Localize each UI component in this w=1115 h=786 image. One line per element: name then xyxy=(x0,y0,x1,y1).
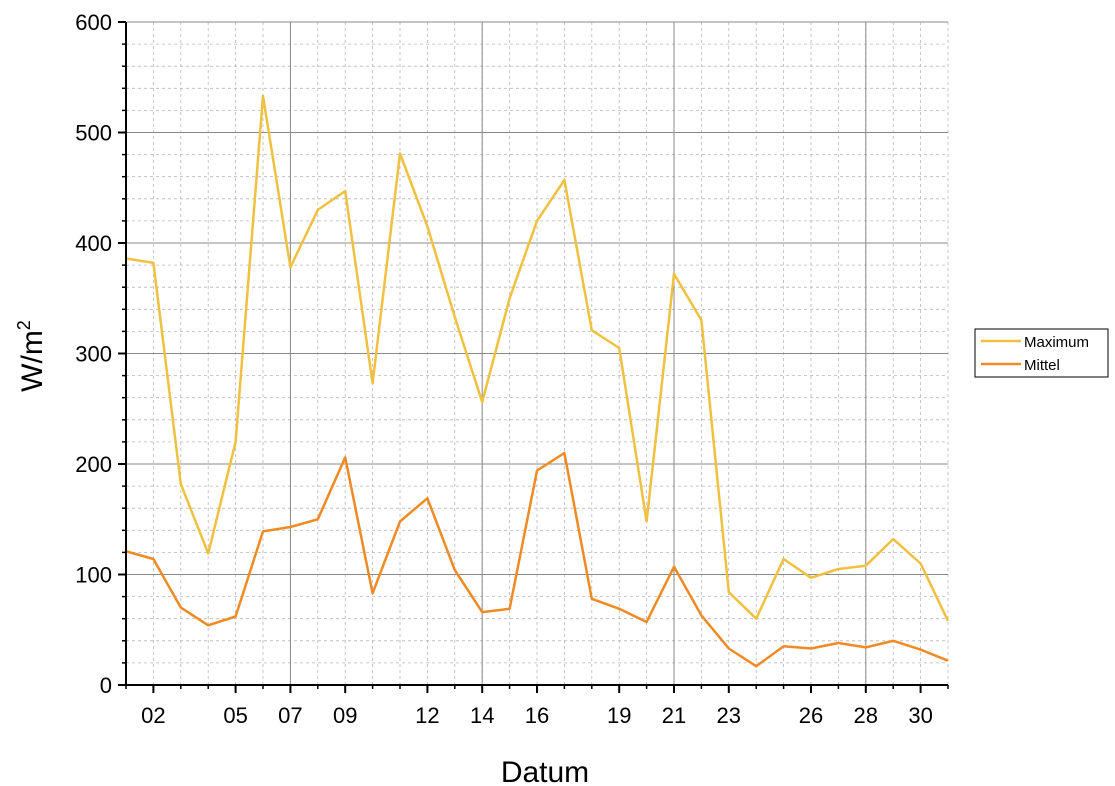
legend-label-mittel: Mittel xyxy=(1024,357,1060,374)
x-tick-label: 02 xyxy=(141,703,165,728)
x-tick-label: 05 xyxy=(223,703,247,728)
x-tick-label: 26 xyxy=(799,703,823,728)
y-axis-title: W/m2 xyxy=(14,320,49,392)
y-tick-label: 300 xyxy=(75,342,112,367)
y-tick-label: 100 xyxy=(75,563,112,588)
x-tick-label: 12 xyxy=(415,703,439,728)
x-tick-label: 14 xyxy=(470,703,494,728)
x-tick-label: 09 xyxy=(333,703,357,728)
y-axis-title-superscript: 2 xyxy=(14,320,34,330)
axes xyxy=(118,21,949,693)
legend-label-maximum: Maximum xyxy=(1024,334,1089,351)
y-tick-label: 500 xyxy=(75,121,112,146)
x-tick-label: 28 xyxy=(854,703,878,728)
x-tick-label: 16 xyxy=(525,703,549,728)
x-tick-label: 23 xyxy=(717,703,741,728)
x-tick-label: 07 xyxy=(278,703,302,728)
x-tick-label: 21 xyxy=(662,703,686,728)
tick-labels: 0 100 200 300 400 500 600 02 05 07 09 12 14 16 19 21 23 2… xyxy=(75,10,933,728)
series-layer xyxy=(125,94,950,668)
y-tick-label: 600 xyxy=(75,10,112,35)
y-tick-label: 400 xyxy=(75,231,112,256)
series-line-mittel xyxy=(125,451,949,668)
y-tick-label: 0 xyxy=(100,673,112,698)
x-axis-title: Datum xyxy=(501,756,589,786)
legend-box xyxy=(974,328,1109,378)
legend: Maximum Mittel xyxy=(974,328,1109,378)
x-tick-label: 19 xyxy=(607,703,631,728)
x-tick-label: 30 xyxy=(908,703,932,728)
y-tick-label: 200 xyxy=(75,452,112,477)
y-axis-title-base: W/m xyxy=(16,330,49,392)
series-line-maximum xyxy=(125,94,950,622)
